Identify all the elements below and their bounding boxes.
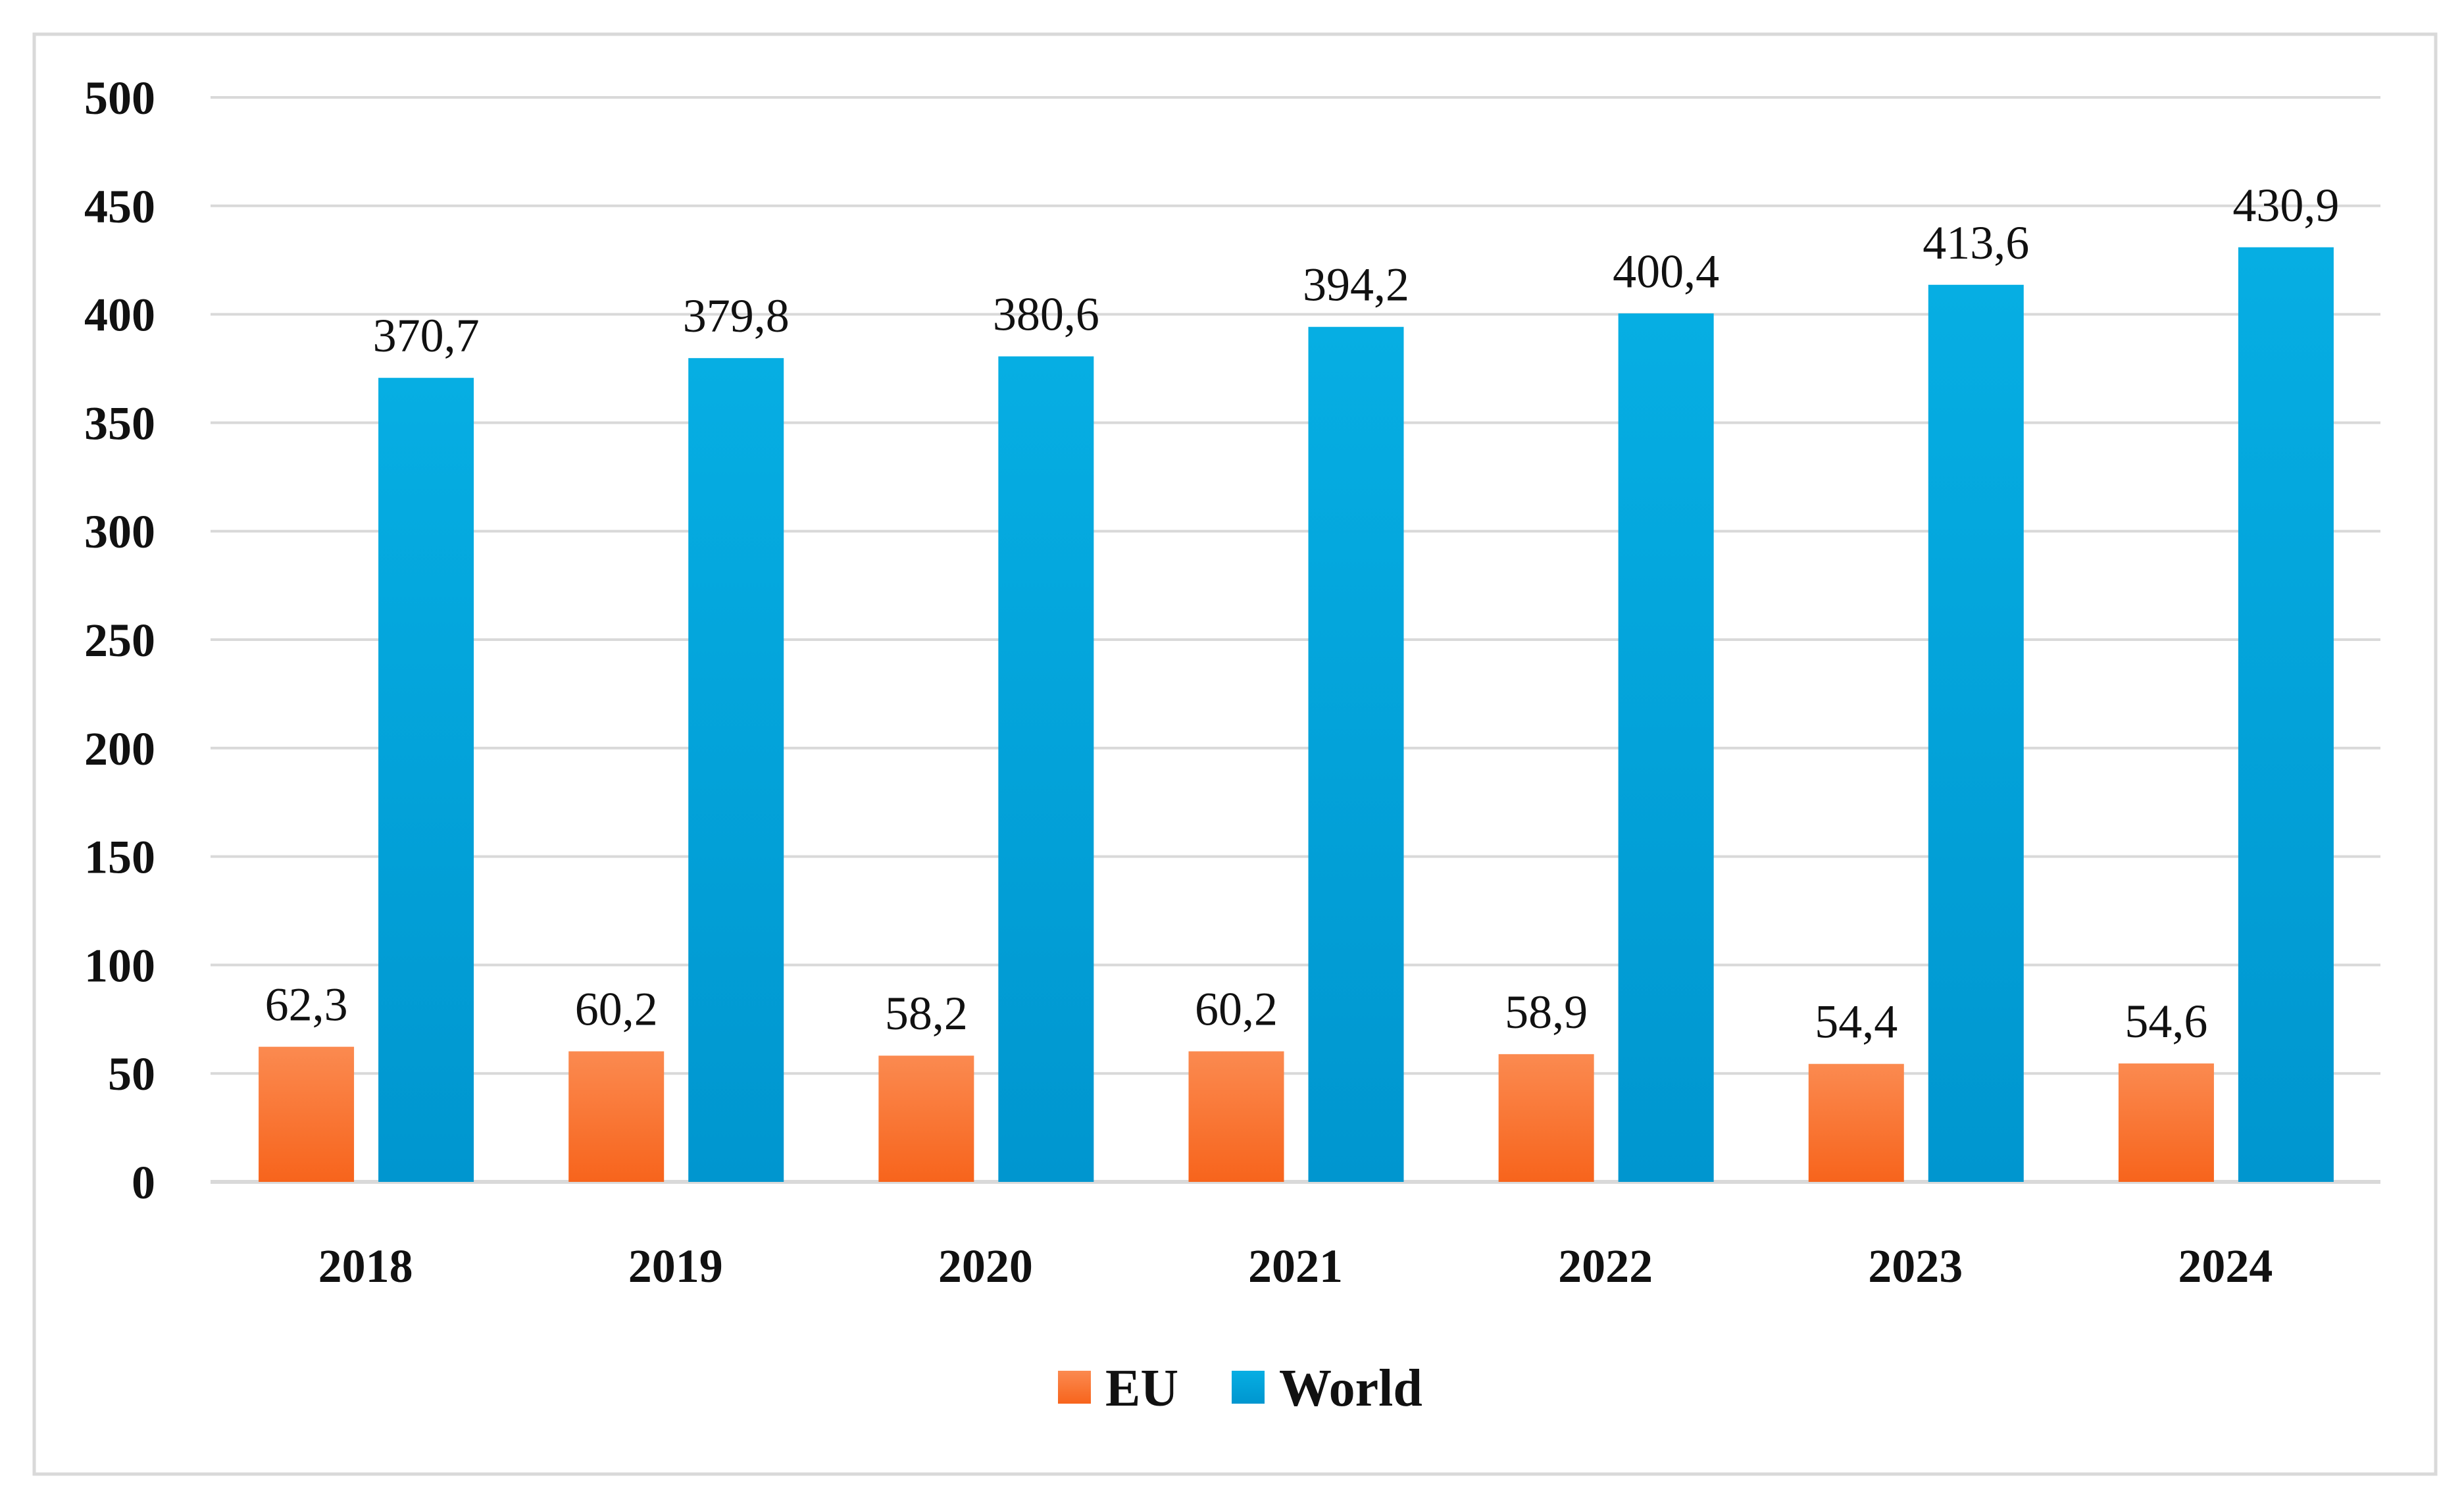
bar-world-2023 <box>1928 284 2024 1182</box>
data-label-eu-2021: 60,2 <box>1195 983 1278 1036</box>
x-tick-label: 2021 <box>1248 1240 1343 1292</box>
legend-swatch-eu <box>1058 1371 1091 1404</box>
bar-eu-2023 <box>1808 1063 1904 1182</box>
data-labels: 62,3 370,7 60,2 379,8 58,2 380,6 60,2 394,2 58,9… <box>265 179 2340 1048</box>
y-tick-label: 450 <box>84 180 155 233</box>
bar-eu-2024 <box>2118 1063 2214 1182</box>
x-tick-label: 2022 <box>1558 1240 1653 1292</box>
x-tick-label: 2018 <box>318 1240 413 1292</box>
y-tick-label: 300 <box>84 505 155 558</box>
x-tick-label: 2020 <box>938 1240 1033 1292</box>
y-tick-label: 500 <box>84 72 155 124</box>
x-tick-label: 2023 <box>1868 1240 1963 1292</box>
y-tick-label: 200 <box>84 723 155 775</box>
bar-eu-2020 <box>878 1056 974 1182</box>
bar-world-2021 <box>1308 326 1404 1182</box>
bar-world-2024 <box>2238 247 2334 1182</box>
bars <box>259 247 2334 1182</box>
bar-eu-2022 <box>1498 1054 1594 1182</box>
legend-label-world: World <box>1279 1360 1422 1417</box>
bar-world-2022 <box>1618 313 1714 1182</box>
x-tick-label: 2019 <box>628 1240 723 1292</box>
data-label-world-2018: 370,7 <box>373 309 480 362</box>
data-label-eu-2020: 58,2 <box>885 987 968 1040</box>
x-axis-ticks: 2018 2019 2020 2021 2022 2023 2024 <box>318 1240 2273 1292</box>
data-label-world-2019: 379,8 <box>683 290 790 342</box>
y-axis-ticks: 0 50 100 150 200 250 300 350 400 450 500 <box>84 72 155 1209</box>
bar-world-2019 <box>688 358 784 1182</box>
legend-label-eu: EU <box>1105 1360 1178 1417</box>
bar-world-2020 <box>998 356 1094 1182</box>
y-tick-label: 100 <box>84 939 155 992</box>
x-tick-label: 2024 <box>2178 1240 2273 1292</box>
data-label-world-2020: 380,6 <box>993 288 1099 341</box>
y-tick-label: 400 <box>84 289 155 342</box>
bar-eu-2021 <box>1188 1051 1284 1182</box>
data-label-world-2024: 430,9 <box>2232 179 2339 232</box>
bar-world-2018 <box>378 378 474 1182</box>
y-tick-label: 150 <box>84 831 155 884</box>
bar-eu-2019 <box>568 1051 665 1182</box>
data-label-eu-2019: 60,2 <box>575 983 658 1036</box>
y-tick-label: 50 <box>108 1048 155 1100</box>
y-tick-label: 350 <box>84 397 155 449</box>
legend: EU World <box>1058 1360 1422 1417</box>
data-label-eu-2022: 58,9 <box>1505 986 1588 1038</box>
legend-swatch-world <box>1232 1371 1265 1404</box>
data-label-eu-2023: 54,4 <box>1815 996 1898 1048</box>
data-label-eu-2018: 62,3 <box>265 979 348 1031</box>
y-tick-label: 250 <box>84 614 155 667</box>
data-label-world-2022: 400,4 <box>1613 245 1719 297</box>
data-label-eu-2024: 54,6 <box>2125 995 2207 1048</box>
bar-eu-2018 <box>259 1046 355 1182</box>
y-tick-label: 0 <box>132 1156 155 1209</box>
data-label-world-2023: 413,6 <box>1923 217 2029 269</box>
data-label-world-2021: 394,2 <box>1303 259 1409 311</box>
